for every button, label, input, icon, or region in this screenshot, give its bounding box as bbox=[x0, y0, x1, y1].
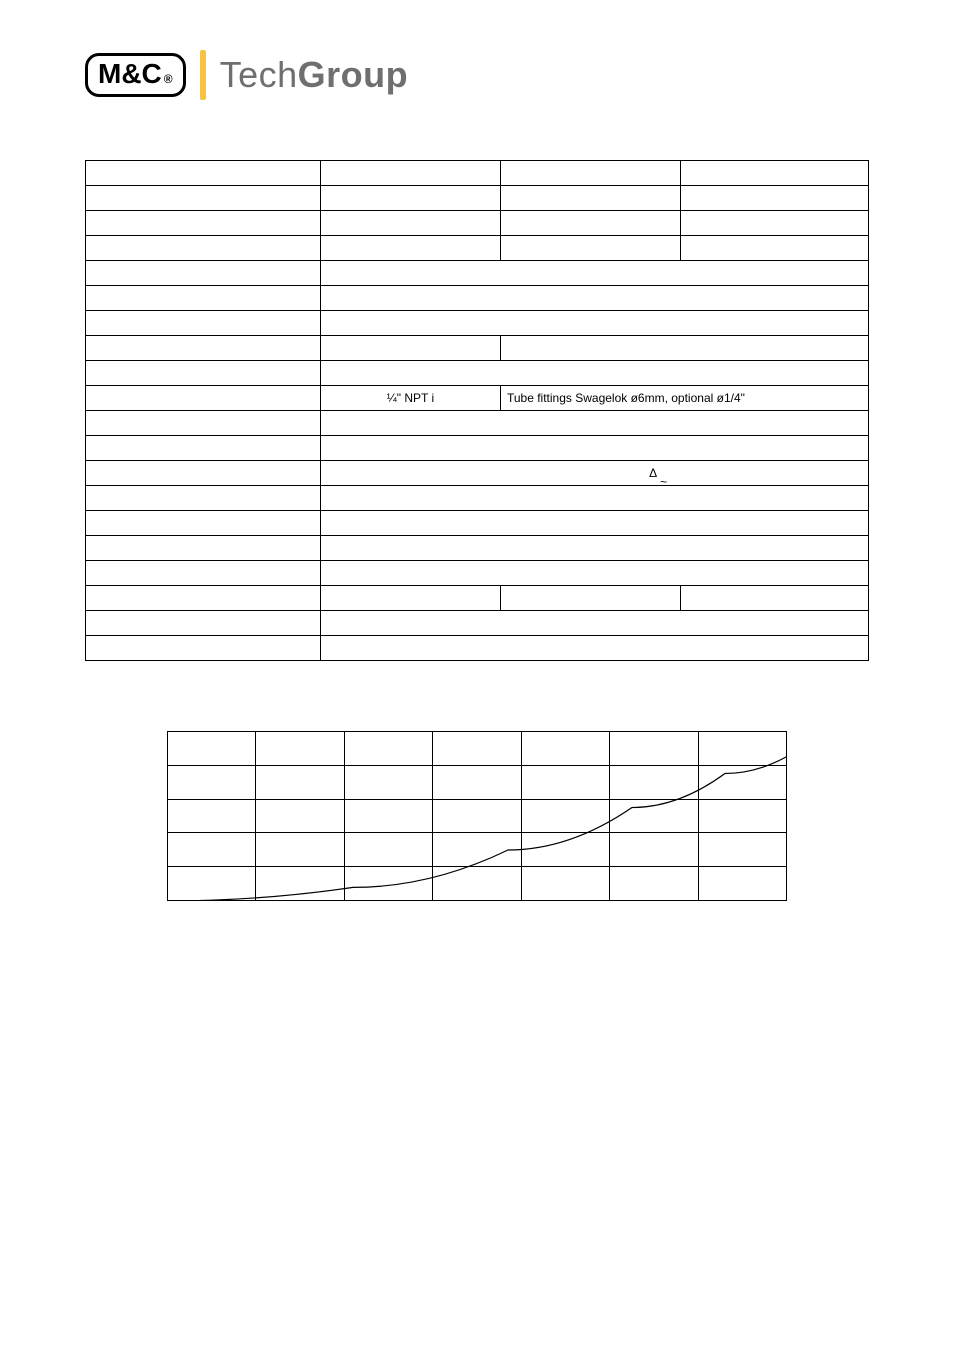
table-row bbox=[86, 511, 869, 536]
brand-badge: M&C® bbox=[85, 53, 186, 97]
tilde-symbol: ~ bbox=[660, 475, 667, 489]
table-row bbox=[86, 636, 869, 661]
brand-separator bbox=[200, 50, 206, 100]
table-row bbox=[86, 211, 869, 236]
brand-text-light: Tech bbox=[220, 54, 298, 95]
table-row bbox=[86, 411, 869, 436]
table-row: Δ ~ bbox=[86, 461, 869, 486]
table-row bbox=[86, 486, 869, 511]
brand-text: TechGroup bbox=[220, 54, 409, 96]
table-row bbox=[86, 236, 869, 261]
table-row bbox=[86, 336, 869, 361]
cell-swagelok: Tube fittings Swagelok ø6mm, optional ø1… bbox=[500, 386, 868, 411]
brand-text-bold: Group bbox=[298, 54, 408, 95]
cell-npt: ¼" NPT i bbox=[320, 386, 500, 411]
spec-table: ¼" NPT i Tube fittings Swagelok ø6mm, op… bbox=[85, 160, 869, 661]
table-row bbox=[86, 586, 869, 611]
brand-badge-text: M&C bbox=[98, 60, 162, 88]
table-row: ¼" NPT i Tube fittings Swagelok ø6mm, op… bbox=[86, 386, 869, 411]
table-row bbox=[86, 536, 869, 561]
chart-container bbox=[85, 731, 869, 901]
brand-header: M&C® TechGroup bbox=[85, 50, 869, 100]
table-row bbox=[86, 186, 869, 211]
delta-symbol: Δ bbox=[649, 466, 657, 480]
chart-grid bbox=[167, 731, 787, 901]
table-row bbox=[86, 436, 869, 461]
table-row bbox=[86, 286, 869, 311]
table-row bbox=[86, 611, 869, 636]
brand-registered: ® bbox=[164, 73, 173, 85]
table-row bbox=[86, 361, 869, 386]
table-row bbox=[86, 561, 869, 586]
table-row bbox=[86, 261, 869, 286]
table-row bbox=[86, 311, 869, 336]
table-row bbox=[86, 161, 869, 186]
